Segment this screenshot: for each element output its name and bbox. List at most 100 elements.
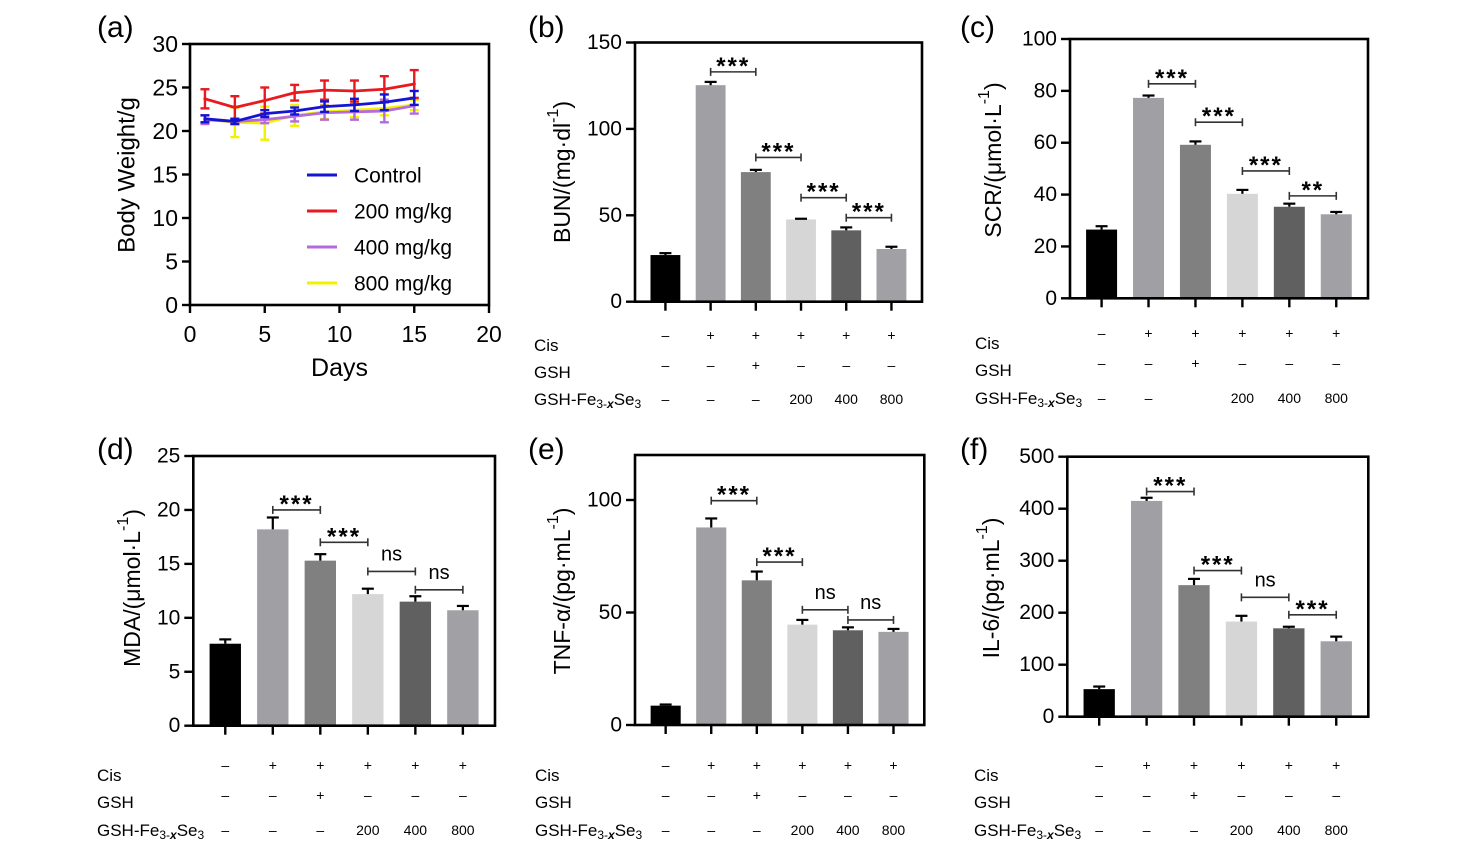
y-tick-label: 200 bbox=[1019, 601, 1054, 624]
series-line bbox=[204, 82, 415, 109]
significance-bracket: *** bbox=[1147, 65, 1197, 92]
condition-row-label: GSH-Fe3-xSe3 bbox=[535, 821, 643, 843]
condition-cell: – bbox=[662, 822, 670, 838]
text-part: IL-6/(pg·mL bbox=[978, 539, 1004, 658]
condition-cell: – bbox=[662, 357, 670, 373]
panel-a: (a) 0 5 10 15 20 25 30 0 5 10 15 20 Days Body Weight/g… bbox=[97, 11, 502, 382]
y-tick-label: 100 bbox=[587, 489, 622, 512]
y-tick-label: 80 bbox=[1034, 79, 1057, 102]
y-tick-label: 0 bbox=[610, 714, 622, 737]
text-part: ) bbox=[119, 509, 145, 517]
condition-cell: – bbox=[842, 357, 850, 373]
x-tick-label: 0 bbox=[184, 321, 197, 347]
text-part: BUN/(mg·dl bbox=[549, 123, 575, 243]
superscript: -1 bbox=[974, 525, 991, 539]
significance-label: ns bbox=[1255, 569, 1276, 591]
bar bbox=[447, 610, 479, 726]
significance-bracket: *** bbox=[1288, 596, 1338, 623]
text-part: TNF-α/(pg·mL bbox=[549, 529, 575, 674]
text-part: ) bbox=[978, 518, 1004, 526]
superscript: -1 bbox=[545, 515, 562, 529]
bar bbox=[878, 631, 909, 725]
condition-cell: – bbox=[221, 757, 229, 773]
condition-cell: + bbox=[459, 757, 467, 773]
y-tick-label: 50 bbox=[599, 204, 622, 227]
legend-label: 800 mg/kg bbox=[354, 273, 452, 296]
condition-cell: – bbox=[1143, 822, 1151, 838]
data-point bbox=[233, 105, 237, 110]
bar bbox=[1273, 206, 1305, 299]
text-part: Se bbox=[614, 390, 635, 409]
condition-cell: 800 bbox=[1325, 822, 1349, 838]
significance-bracket: *** bbox=[800, 179, 848, 206]
data-point bbox=[322, 88, 327, 92]
condition-cell: – bbox=[1145, 355, 1153, 371]
bar bbox=[787, 624, 818, 725]
panel-label: (e) bbox=[528, 433, 565, 466]
subscript: 3 bbox=[636, 828, 643, 842]
legend: Control 200 mg/kg 400 mg/kg 800 mg/kg bbox=[307, 165, 452, 296]
significance-label: *** bbox=[1249, 152, 1283, 179]
text-part: GSH-Fe bbox=[974, 821, 1036, 840]
condition-cell: + bbox=[316, 757, 324, 773]
plot-frame bbox=[633, 453, 926, 727]
y-tick-label: 30 bbox=[152, 31, 178, 57]
text-part: Cis bbox=[534, 336, 559, 355]
condition-row-label: Cis bbox=[535, 766, 560, 785]
text-part: Se bbox=[177, 821, 198, 840]
subscript: 3- bbox=[159, 828, 170, 842]
condition-cell: + bbox=[707, 757, 715, 773]
condition-table: Cis– + + + + +GSH – – + – – –GSH-Fe3-xSe3– – –200 400 8… bbox=[974, 757, 1348, 842]
condition-cell: – bbox=[1285, 787, 1293, 803]
data-point bbox=[293, 109, 297, 113]
text-part: Cis bbox=[97, 766, 122, 785]
bar bbox=[1083, 689, 1115, 717]
condition-cell: + bbox=[411, 757, 419, 773]
condition-cell: 400 bbox=[1277, 822, 1301, 838]
significance-label: ns bbox=[860, 592, 881, 614]
subscript: 3 bbox=[1075, 828, 1082, 842]
panel-f: (f) 0 100 200 300 400 500 IL-6/(pg·mL-1) *** *** n… bbox=[960, 433, 1370, 842]
condition-cell: 800 bbox=[451, 822, 475, 838]
condition-cell: + bbox=[1144, 325, 1152, 341]
superscript: -1 bbox=[545, 109, 562, 123]
y-tick-label: 300 bbox=[1019, 549, 1054, 572]
condition-cell: + bbox=[316, 787, 324, 803]
significance-bracket: ns bbox=[801, 582, 849, 614]
data-point bbox=[382, 100, 386, 104]
bar bbox=[1226, 193, 1258, 299]
bar bbox=[786, 219, 816, 302]
bar bbox=[1130, 500, 1163, 717]
condition-cell: 400 bbox=[835, 391, 859, 407]
bar bbox=[352, 594, 384, 726]
condition-row-label: Cis bbox=[975, 334, 1000, 353]
text-part: Cis bbox=[535, 766, 560, 785]
y-tick-label: 5 bbox=[165, 249, 178, 275]
condition-cell: – bbox=[662, 757, 670, 773]
bar bbox=[1086, 229, 1118, 299]
condition-row-label: GSH bbox=[974, 793, 1011, 812]
condition-cell: 200 bbox=[789, 391, 813, 407]
condition-row-label: GSH-Fe3-xSe3 bbox=[97, 821, 205, 843]
significance-label: ns bbox=[429, 562, 450, 584]
y-tick-label: 10 bbox=[157, 606, 180, 629]
y-tick-label: 100 bbox=[587, 117, 622, 140]
y-tick-label: 150 bbox=[587, 31, 622, 54]
subscript: x bbox=[1047, 396, 1056, 410]
condition-cell: – bbox=[221, 787, 229, 803]
condition-cell: + bbox=[798, 757, 806, 773]
significance-bracket: *** bbox=[319, 523, 369, 550]
significance-bracket: *** bbox=[755, 138, 802, 165]
y-tick-label: 20 bbox=[1034, 235, 1057, 258]
text-part: GSH bbox=[534, 363, 571, 382]
y-axis-title: MDA/(μmol·L-1) bbox=[115, 509, 146, 667]
condition-row-label: GSH bbox=[975, 361, 1012, 380]
panel-e: (e) 0 50 100 TNF-α/(pg·mL-1) *** *** ns ns Cis – + +… bbox=[528, 433, 926, 843]
condition-cell: – bbox=[707, 822, 715, 838]
condition-cell: + bbox=[1285, 757, 1293, 773]
subscript: 3 bbox=[635, 397, 642, 411]
significance-bracket: *** bbox=[710, 482, 758, 509]
text-part: ) bbox=[549, 508, 575, 516]
condition-cell: – bbox=[1238, 355, 1246, 371]
